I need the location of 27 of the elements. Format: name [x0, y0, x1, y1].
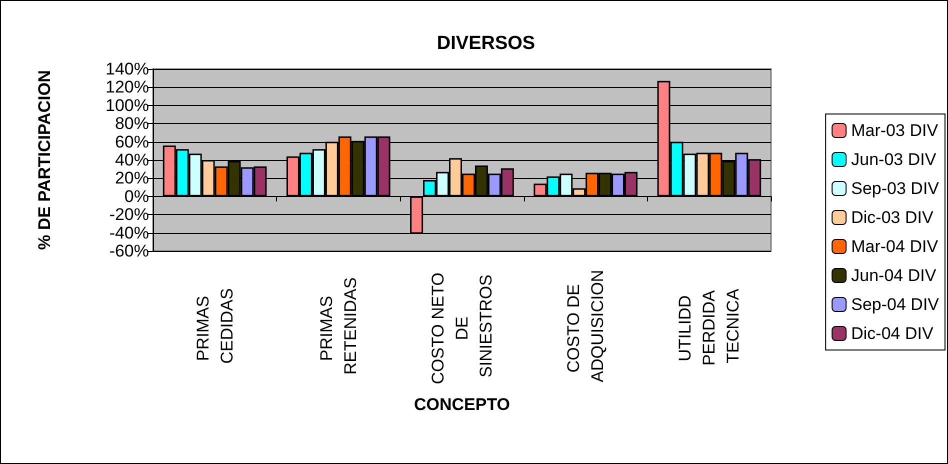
legend-label: Jun-04 DIV — [851, 266, 937, 285]
y-tick-label: 60% — [114, 132, 149, 152]
x-axis-title: CONCEPTO — [414, 395, 510, 414]
x-tick-label: PRIMAS RETENIDAS — [316, 277, 360, 375]
x-tick-label: UTILIDD PERDIDA TECNICA — [676, 286, 743, 366]
legend-label: Mar-04 DIV — [851, 237, 939, 256]
y-tick-label: 80% — [114, 114, 149, 134]
y-tick-label: 100% — [106, 96, 149, 115]
y-axis-title: % DE PARTICIPACION — [35, 70, 54, 250]
y-tick-label: 20% — [114, 168, 149, 188]
chart-title: DIVERSOS — [436, 33, 536, 54]
y-tick-label: 0% — [124, 186, 149, 206]
legend-label: Sep-04 DIV — [851, 295, 940, 314]
x-tick-label: COSTO NETO DE SINIESTROS — [428, 268, 496, 384]
legend-label: Sep-03 DIV — [851, 179, 940, 198]
legend-label: Jun-03 DIV — [851, 150, 937, 169]
legend-label: Mar-03 DIV — [851, 121, 939, 140]
x-tick-label: COSTO DE ADQUISICION — [564, 270, 608, 382]
y-tick-label: 120% — [106, 78, 149, 97]
y-tick-label: -20% — [109, 205, 149, 224]
legend-label: Dic-04 DIV — [851, 324, 934, 343]
legend-label: Dic-03 DIV — [851, 208, 934, 227]
x-tick-label: PRIMAS CEDIDAS — [193, 288, 236, 364]
y-tick-label: 140% — [106, 60, 149, 78]
y-tick-label: 40% — [114, 150, 149, 170]
y-tick-label: -60% — [109, 242, 149, 260]
y-tick-label: -40% — [109, 223, 149, 242]
